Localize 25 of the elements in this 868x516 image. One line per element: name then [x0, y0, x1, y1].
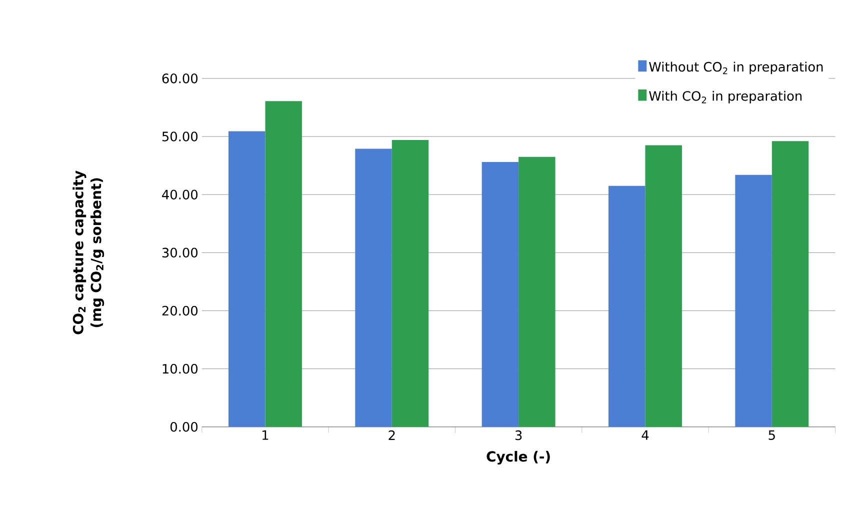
- y-tick-label: 10.00: [162, 364, 198, 374]
- bar: [355, 148, 392, 427]
- x-tick-label: 1: [262, 430, 268, 440]
- bar: [482, 162, 519, 427]
- bar: [645, 145, 682, 427]
- bar: [392, 140, 429, 427]
- y-tick-label: 60.00: [162, 73, 198, 84]
- bar: [608, 186, 646, 427]
- bar: [735, 174, 772, 427]
- y-tick-label: 30.00: [162, 248, 198, 258]
- x-tick-label: 4: [642, 430, 649, 440]
- y-tick-label: 0.00: [170, 422, 198, 432]
- legend-label: With CO$_{2}$ in preparation: [649, 90, 802, 104]
- x-axis-title: Cycle (-): [486, 450, 550, 464]
- bar: [265, 100, 302, 427]
- y-tick-label: 50.00: [162, 132, 198, 142]
- bar: [518, 156, 556, 427]
- bar: [228, 131, 266, 427]
- x-tick-label: 2: [388, 430, 395, 440]
- y-tick-label: 40.00: [162, 190, 198, 200]
- bar: [772, 141, 809, 427]
- legend-label: Without CO$_{2}$ in preparation: [649, 62, 823, 74]
- x-tick-label: 5: [768, 430, 775, 440]
- y-tick-label: 20.00: [162, 306, 198, 316]
- x-tick-label: 3: [515, 430, 522, 440]
